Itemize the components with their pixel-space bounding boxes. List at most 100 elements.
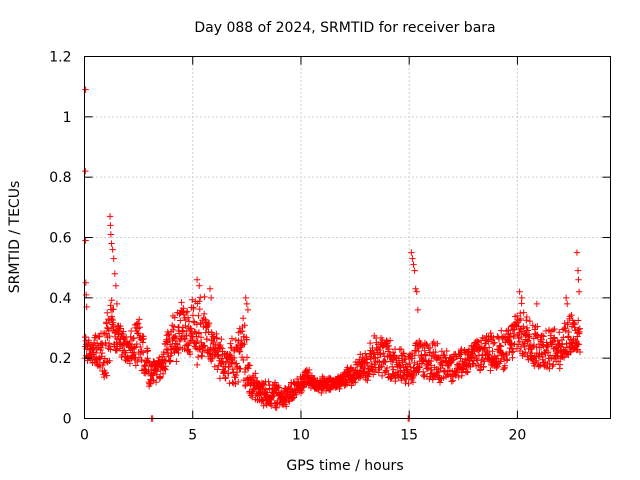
data-point	[380, 349, 387, 357]
data-point	[564, 300, 571, 308]
data-point	[410, 372, 417, 379]
data-point	[82, 167, 89, 175]
data-point	[138, 347, 145, 355]
data-point	[195, 312, 202, 319]
data-point	[180, 336, 188, 343]
data-point	[497, 343, 505, 350]
data-point	[193, 361, 201, 369]
data-point	[409, 379, 417, 386]
data-point	[568, 311, 575, 319]
data-point	[108, 240, 115, 247]
data-point	[518, 300, 525, 307]
data-point	[352, 378, 359, 386]
data-point	[490, 340, 497, 347]
data-point	[110, 319, 117, 326]
data-point	[299, 384, 307, 391]
data-point	[187, 325, 194, 332]
x-tick-labels: 0 5 10 15 20	[80, 428, 526, 444]
data-point	[166, 358, 174, 365]
data-point	[175, 349, 182, 357]
data-point	[257, 385, 264, 393]
data-point	[203, 335, 211, 343]
data-point	[214, 366, 221, 373]
data-point	[177, 317, 184, 324]
data-point	[108, 313, 116, 320]
data-point	[153, 368, 161, 375]
data-point	[487, 367, 494, 374]
data-point	[426, 344, 434, 352]
x-tick-label: 15	[400, 428, 418, 444]
data-point	[562, 327, 569, 334]
data-point	[471, 352, 479, 360]
data-point	[195, 329, 203, 336]
data-point	[413, 288, 420, 295]
data-point	[136, 324, 143, 331]
data-point	[182, 322, 189, 330]
data-point	[397, 345, 405, 353]
data-point	[113, 339, 120, 346]
data-point	[390, 356, 397, 363]
data-point	[120, 328, 127, 335]
data-point	[336, 385, 343, 393]
data-point	[198, 353, 206, 360]
data-point	[133, 321, 140, 328]
data-point	[109, 316, 116, 324]
data-point	[143, 359, 150, 366]
data-point	[544, 348, 552, 356]
data-point	[196, 305, 203, 313]
data-point	[221, 367, 228, 375]
data-point	[517, 315, 524, 323]
data-point	[178, 299, 185, 306]
data-point	[131, 350, 138, 358]
data-point	[370, 371, 377, 378]
data-point	[232, 371, 240, 379]
data-point	[573, 249, 581, 256]
data-point	[576, 348, 584, 356]
x-tick-label: 5	[188, 428, 197, 444]
data-points	[81, 86, 584, 422]
data-point	[570, 319, 578, 327]
data-point	[409, 255, 416, 262]
data-point	[567, 348, 574, 356]
data-point	[218, 335, 225, 343]
data-point	[515, 334, 522, 342]
data-point	[411, 359, 418, 367]
data-point	[201, 293, 208, 301]
data-point	[511, 340, 518, 348]
data-point	[357, 351, 364, 358]
data-point	[139, 339, 147, 346]
data-point	[128, 355, 135, 362]
data-point	[197, 334, 205, 341]
data-point	[513, 312, 521, 320]
data-point	[92, 349, 100, 357]
data-point	[522, 332, 530, 339]
data-point	[179, 328, 187, 335]
data-point	[273, 404, 280, 412]
data-point	[236, 348, 244, 355]
data-point	[183, 309, 190, 316]
data-point	[200, 310, 208, 318]
data-point	[556, 329, 563, 336]
data-point	[144, 347, 151, 354]
data-point	[98, 344, 105, 351]
data-point	[170, 326, 177, 334]
data-point	[480, 345, 488, 352]
y-tick-label: 1	[63, 110, 72, 126]
data-point	[544, 343, 552, 350]
data-point	[157, 374, 164, 381]
data-point	[411, 267, 418, 274]
data-point	[144, 348, 151, 355]
data-point	[520, 309, 527, 316]
data-point	[196, 282, 203, 289]
data-point	[402, 379, 409, 387]
data-point	[139, 349, 147, 356]
data-point	[556, 361, 564, 368]
data-point	[244, 306, 252, 314]
data-point	[111, 270, 119, 277]
data-point	[243, 354, 251, 361]
data-point	[436, 379, 444, 386]
data-point	[293, 391, 300, 398]
data-point	[104, 309, 111, 317]
data-point	[239, 315, 247, 322]
data-point	[523, 317, 530, 324]
